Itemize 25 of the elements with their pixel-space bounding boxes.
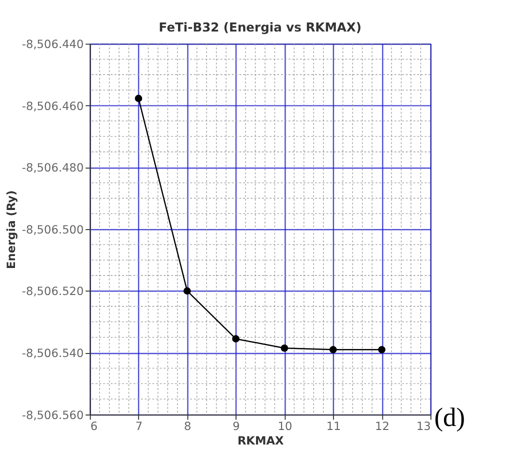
- point: [134, 94, 142, 102]
- y-tick-label: -8,506.560: [22, 408, 84, 422]
- y-tick-label: -8,506.540: [22, 346, 84, 360]
- point: [232, 335, 240, 342]
- chart-title: FeTi-B32 (Energia vs RKMAX): [158, 20, 362, 34]
- point: [184, 287, 191, 295]
- x-tick-label: 9: [232, 419, 240, 434]
- point: [329, 346, 337, 354]
- point: [280, 344, 288, 352]
- x-tick-label: 6: [90, 419, 98, 434]
- point: [378, 346, 386, 354]
- y-tick-label: -8,506.500: [22, 222, 84, 236]
- x-tick-label: 8: [184, 419, 192, 434]
- x-tick-label: 12: [375, 419, 390, 434]
- y-tick-label: -8,506.520: [22, 284, 84, 298]
- x-tick-label: 13: [416, 419, 431, 434]
- x-tick-label: 10: [278, 419, 292, 434]
- x-axis-title: RKMAX: [237, 433, 284, 448]
- text: (d): [434, 402, 466, 432]
- y-tick-label: -8,506.480: [22, 160, 84, 175]
- x-tick-label: 7: [135, 419, 143, 434]
- y-axis-title: Energia (Ry): [4, 190, 18, 269]
- x-tick-label: 11: [326, 419, 341, 434]
- y-tick-label: -8,506.460: [22, 98, 84, 113]
- y-tick-label: -8,506.440: [22, 36, 84, 51]
